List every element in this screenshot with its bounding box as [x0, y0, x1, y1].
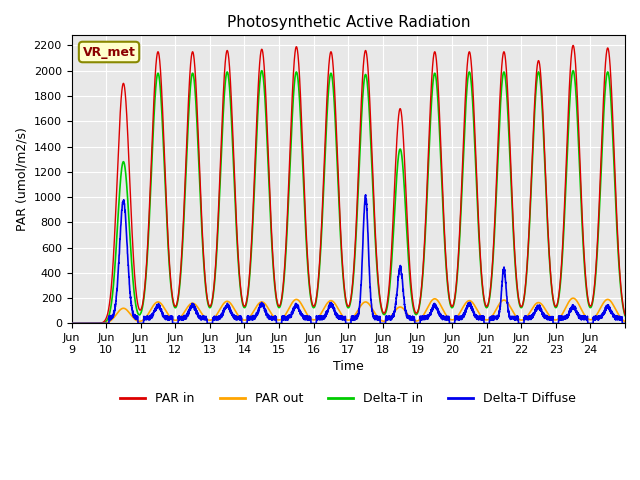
X-axis label: Time: Time — [333, 360, 364, 373]
Text: VR_met: VR_met — [83, 46, 136, 59]
Y-axis label: PAR (umol/m2/s): PAR (umol/m2/s) — [15, 128, 28, 231]
Title: Photosynthetic Active Radiation: Photosynthetic Active Radiation — [227, 15, 470, 30]
Legend: PAR in, PAR out, Delta-T in, Delta-T Diffuse: PAR in, PAR out, Delta-T in, Delta-T Dif… — [115, 387, 581, 410]
